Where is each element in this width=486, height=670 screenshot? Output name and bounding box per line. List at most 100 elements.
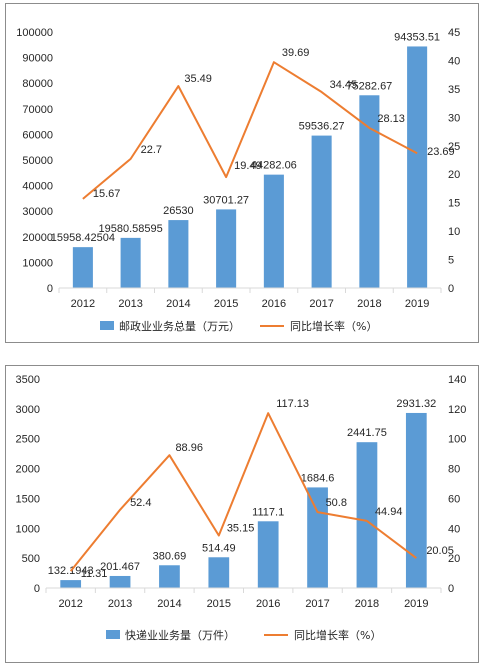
y-right-tick-label: 80 (448, 464, 460, 476)
y-right-tick-label: 10 (448, 226, 460, 238)
x-tick-label: 2017 (309, 298, 333, 310)
y-right-tick-label: 20 (448, 169, 460, 181)
bar-data-label: 26530 (163, 205, 194, 217)
x-tick-label: 2013 (118, 298, 142, 310)
bar (356, 442, 378, 588)
x-tick-label: 2015 (207, 598, 231, 610)
legend-bar-swatch (100, 321, 114, 330)
x-tick-label: 2012 (71, 298, 95, 310)
y-left-tick-label: 1000 (16, 523, 40, 535)
x-tick-label: 2019 (404, 598, 428, 610)
y-left-tick-label: 500 (22, 553, 40, 565)
bar-data-label: 201.467 (100, 561, 140, 573)
legend-bar-label: 邮政业业务总量（万元） (119, 319, 240, 333)
line-data-label: 50.8 (326, 497, 347, 509)
chart-panel-express: 0 500 1000 1500 2000 2500 3000 3500 0 20 40 60 80 100… (5, 365, 479, 663)
y-left-tick-label: 20000 (22, 232, 53, 244)
bar (60, 580, 82, 588)
x-tick-label: 2019 (405, 298, 429, 310)
y-right-tick-label: 15 (448, 198, 460, 210)
line-data-label: 117.13 (276, 398, 309, 410)
bar (257, 521, 279, 588)
bar (109, 575, 131, 588)
line-data-label: 52.4 (130, 497, 151, 509)
y-right-tick-label: 30 (448, 112, 460, 124)
y-left-tick-label: 2500 (16, 434, 40, 446)
y-right-tick-label: 0 (448, 583, 454, 595)
bar-data-label: 1684.6 (301, 472, 335, 484)
bar-data-label: 94353.51 (394, 31, 440, 43)
bar (120, 237, 141, 288)
line-data-label: 11.31 (81, 568, 108, 580)
bar-data-label: 59536.27 (299, 121, 345, 133)
y-right-tick-label: 45 (448, 27, 460, 39)
line-data-label: 88.96 (175, 442, 203, 454)
x-tick-label: 2018 (355, 598, 379, 610)
bar (311, 135, 332, 288)
y-left-tick-label: 2000 (16, 464, 40, 476)
y-right-tick-label: 5 (448, 255, 454, 267)
x-tick-label: 2015 (214, 298, 238, 310)
y-left-tick-label: 3500 (16, 374, 40, 386)
legend-bar-label: 快递业业务量（万件） (125, 628, 235, 642)
bar-data-label: 380.69 (153, 550, 187, 562)
line-data-label: 23.69 (427, 146, 455, 158)
line-data-label: 20.05 (426, 545, 454, 557)
bar (407, 46, 428, 288)
y-left-tick-label: 3000 (16, 404, 40, 416)
y-right-tick-label: 35 (448, 84, 460, 96)
bar (72, 247, 93, 288)
y-right-tick-label: 20 (448, 553, 460, 565)
bar (159, 565, 180, 588)
y-left-tick-label: 1500 (16, 493, 40, 505)
bar-data-label: 30701.27 (203, 194, 249, 206)
line-data-label: 39.69 (282, 47, 310, 59)
y-left-tick-label: 50000 (22, 155, 53, 167)
bar-data-label: 15958.42504 (51, 232, 115, 244)
x-tick-label: 2013 (108, 598, 132, 610)
bar-data-label: 2931.32 (396, 398, 436, 410)
y-left-tick-label: 70000 (22, 104, 53, 116)
line-data-label: 28.13 (377, 113, 405, 125)
bar (405, 412, 427, 588)
bar (208, 557, 230, 588)
line-data-label: 34.45 (330, 79, 358, 91)
bar (359, 95, 380, 288)
express-chart-svg: 0 500 1000 1500 2000 2500 3000 3500 0 20 40 60 80 100… (16, 374, 467, 642)
bar-data-label: 44282.06 (251, 160, 297, 172)
legend-line-label: 同比增长率（%） (290, 319, 377, 333)
bar-data-label: 75282.67 (346, 80, 392, 92)
bar-data-label: 1117.1 (252, 506, 284, 518)
growth-rate-line (69, 412, 417, 572)
y-left-tick-label: 30000 (22, 206, 53, 218)
postal-chart-svg: 0 10000 20000 30000 40000 50000 60000 70000 8000… (16, 27, 460, 333)
line-data-label: 35.49 (184, 73, 212, 85)
x-tick-label: 2012 (58, 598, 82, 610)
bar-data-label: 19580.58595 (99, 223, 163, 235)
legend-bar-swatch (106, 630, 120, 639)
y-right-tick-label: 120 (448, 404, 466, 416)
bar-data-label: 2441.75 (347, 427, 387, 439)
y-left-tick-label: 90000 (22, 53, 53, 65)
y-right-tick-label: 40 (448, 55, 460, 67)
y-left-tick-label: 40000 (22, 181, 53, 193)
bar (168, 220, 189, 288)
y-right-tick-label: 140 (448, 374, 466, 386)
chart-panel-postal: 0 10000 20000 30000 40000 50000 60000 70000 8000… (5, 3, 479, 343)
line-data-label: 35.15 (227, 523, 255, 535)
line-data-label: 19.49 (234, 160, 262, 172)
x-tick-label: 2018 (357, 298, 381, 310)
y-left-tick-label: 10000 (22, 257, 53, 269)
growth-rate-line (82, 61, 418, 200)
line-data-label: 15.67 (93, 188, 121, 200)
y-right-tick-label: 25 (448, 141, 460, 153)
y-right-tick-label: 40 (448, 523, 460, 535)
y-left-tick-label: 60000 (22, 129, 53, 141)
x-tick-label: 2016 (262, 298, 286, 310)
legend-line-label: 同比增长率（%） (294, 628, 381, 642)
x-tick-label: 2014 (157, 598, 181, 610)
bar (216, 209, 237, 288)
x-tick-label: 2017 (305, 598, 329, 610)
y-left-tick-label: 80000 (22, 78, 53, 90)
bar-data-label: 514.49 (202, 542, 236, 554)
